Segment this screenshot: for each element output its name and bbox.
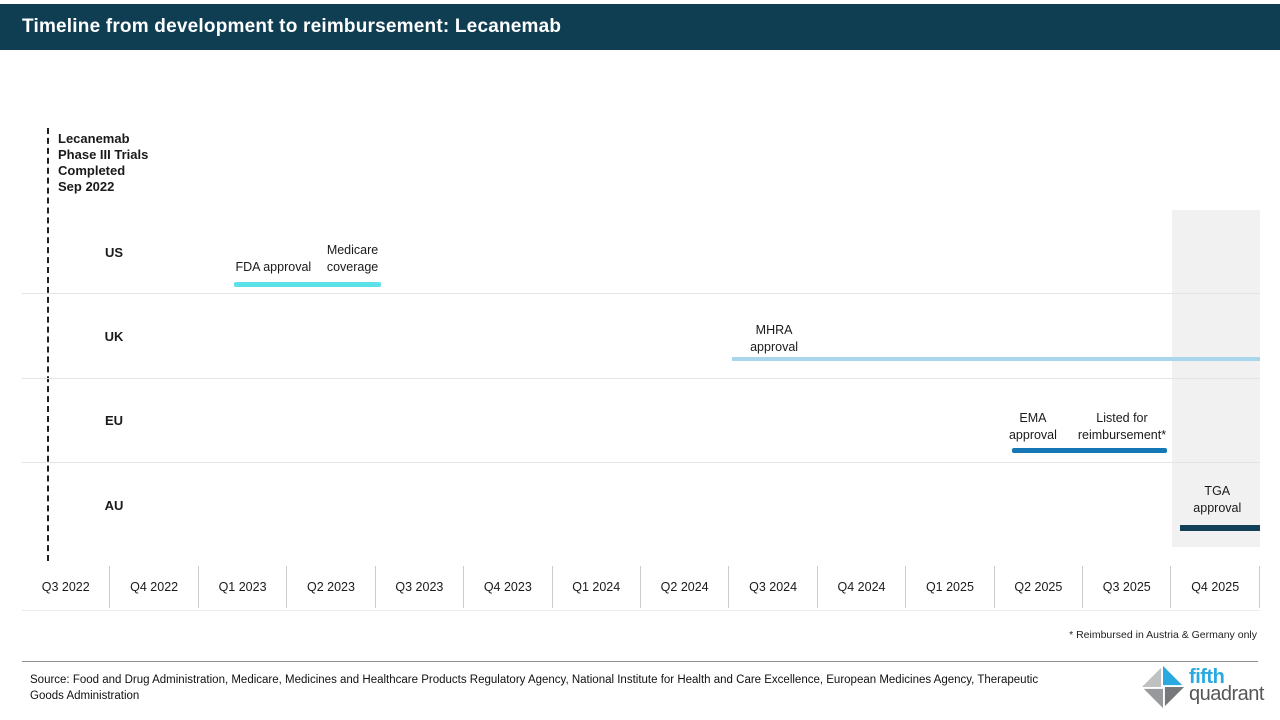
axis-tick-label: Q3 2024 — [729, 566, 818, 608]
region-label-au: AU — [104, 497, 124, 513]
axis-tick-label: Q3 2022 — [22, 566, 111, 608]
region-label-uk: UK — [104, 328, 124, 344]
fifth-quadrant-logo: fifth quadrant — [1140, 664, 1264, 710]
timeline-row-au: AU TGA approval — [22, 463, 1260, 547]
event-label-listed-for-reimbursement: Listed for reimbursement* — [1077, 410, 1167, 442]
footnote: * Reimbursed in Austria & Germany only — [1069, 629, 1257, 641]
x-axis: Q3 2022 Q4 2022 Q1 2023 Q2 2023 Q3 2023 … — [22, 566, 1260, 608]
q4-2025-highlight-band — [1171, 210, 1260, 547]
timeline-bar-uk — [731, 356, 1260, 361]
event-label-mhra-approval: MHRA approval — [750, 322, 799, 354]
milestone-dashed-line — [47, 128, 49, 561]
axis-tick-label: Q2 2025 — [995, 566, 1084, 608]
timeline-row-eu: EU EMA approval Listed for reimbursement… — [22, 379, 1260, 463]
milestone-annotation: Lecanemab Phase III Trials Completed Sep… — [58, 131, 148, 195]
timeline-bar-eu — [1012, 447, 1168, 453]
timeline-plot: US FDA approval Medicare coverage UK MHR… — [22, 210, 1260, 547]
logo-word-fifth: fifth — [1189, 666, 1225, 688]
axis-tick-label: Q2 2023 — [287, 566, 376, 608]
axis-tick-label: Q4 2022 — [110, 566, 199, 608]
timeline-row-us: US FDA approval Medicare coverage — [22, 210, 1260, 295]
milestone-line: Lecanemab — [58, 131, 130, 146]
axis-tick-label: Q1 2023 — [199, 566, 288, 608]
axis-tick-label: Q3 2025 — [1083, 566, 1172, 608]
source-text: Source: Food and Drug Administration, Me… — [30, 674, 1039, 702]
region-label-us: US — [104, 244, 124, 260]
event-label-medicare-coverage: Medicare coverage — [326, 243, 379, 275]
event-label-ema-approval: EMA approval — [1008, 410, 1057, 442]
timeline-bar-au — [1180, 525, 1260, 531]
axis-tick-label: Q2 2024 — [641, 566, 730, 608]
axis-tick-label: Q4 2024 — [818, 566, 907, 608]
logo-word-quadrant: quadrant — [1189, 683, 1264, 705]
timeline-bar-us — [233, 282, 381, 288]
event-label-tga-approval: TGA approval — [1193, 484, 1242, 515]
logo-wordmark: fifth quadrant — [1189, 666, 1264, 705]
axis-tick-label: Q3 2023 — [376, 566, 465, 608]
region-label-eu: EU — [104, 413, 124, 429]
axis-baseline — [22, 610, 1260, 611]
milestone-line: Sep 2022 — [58, 179, 115, 194]
milestone-line: Completed — [58, 163, 126, 178]
title-bar: Timeline from development to reimburseme… — [0, 4, 1280, 50]
axis-tick-label: Q4 2023 — [464, 566, 553, 608]
timeline-row-uk: UK MHRA approval — [22, 294, 1260, 379]
axis-tick-label: Q1 2025 — [906, 566, 995, 608]
axis-tick-label: Q1 2024 — [553, 566, 641, 608]
page-title: Timeline from development to reimburseme… — [22, 16, 562, 37]
event-label-fda-approval: FDA approval — [235, 260, 312, 275]
pinwheel-logo-icon — [1141, 665, 1185, 709]
axis-tick-label: Q4 2025 — [1171, 566, 1260, 608]
footer-divider — [22, 661, 1258, 662]
milestone-line: Phase III Trials — [58, 147, 149, 162]
